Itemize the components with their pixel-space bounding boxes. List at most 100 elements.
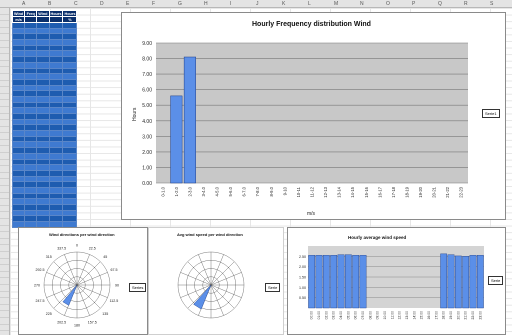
table-cell[interactable] xyxy=(11,118,26,126)
column-header-n[interactable]: N xyxy=(360,1,364,7)
table-row[interactable] xyxy=(11,164,78,171)
column-header-f[interactable]: F xyxy=(152,1,156,7)
table-row[interactable] xyxy=(11,113,78,120)
table-cell[interactable] xyxy=(36,84,50,92)
table-row[interactable] xyxy=(11,22,78,29)
row-header[interactable] xyxy=(0,325,9,332)
frequency-chart-legend[interactable]: Serie1 xyxy=(482,109,500,118)
table-cell[interactable] xyxy=(36,118,50,126)
table-cell[interactable] xyxy=(36,22,50,29)
column-header-a[interactable]: A xyxy=(22,1,26,7)
hourly-speed-chart[interactable]: Hourly average wind speed 0.50 1.00 1.50 2.… xyxy=(287,227,506,335)
row-header[interactable] xyxy=(0,265,9,272)
table-cell[interactable] xyxy=(36,61,50,69)
table-row[interactable] xyxy=(11,152,78,160)
table-cell[interactable] xyxy=(62,22,78,29)
col-subheader-blank2[interactable] xyxy=(36,16,50,23)
table-cell[interactable] xyxy=(62,67,78,75)
column-header-e[interactable]: E xyxy=(126,1,130,7)
table-row[interactable] xyxy=(11,147,78,154)
col-subheader-pct[interactable]: % xyxy=(62,16,78,23)
table-cell[interactable] xyxy=(11,22,26,29)
table-row[interactable] xyxy=(11,27,78,35)
rose1-legend[interactable]: Series xyxy=(129,283,147,292)
column-header-g[interactable]: G xyxy=(178,1,182,7)
table-row[interactable] xyxy=(11,61,78,69)
table-row[interactable] xyxy=(11,56,78,63)
table-cell[interactable] xyxy=(11,90,26,97)
row-header[interactable] xyxy=(0,54,9,61)
table-cell[interactable] xyxy=(11,78,26,86)
table-cell[interactable] xyxy=(36,95,50,103)
row-header[interactable] xyxy=(0,272,9,279)
row-header[interactable] xyxy=(0,146,9,154)
table-cell[interactable] xyxy=(36,221,50,228)
row-header[interactable] xyxy=(0,199,9,206)
table-cell[interactable] xyxy=(62,107,78,114)
row-header[interactable] xyxy=(0,8,9,15)
table-cell[interactable] xyxy=(62,95,78,103)
row-header[interactable] xyxy=(0,219,9,226)
row-header[interactable] xyxy=(0,179,9,187)
table-row[interactable] xyxy=(11,50,78,58)
row-header[interactable] xyxy=(0,186,9,193)
table-row[interactable] xyxy=(11,221,78,228)
row-header[interactable] xyxy=(0,107,9,114)
table-cell[interactable] xyxy=(11,67,26,75)
row-header[interactable] xyxy=(0,41,9,48)
column-header-h[interactable]: H xyxy=(204,1,208,7)
column-header-m[interactable]: M xyxy=(334,1,339,7)
row-header[interactable] xyxy=(0,212,9,219)
table-cell[interactable] xyxy=(62,73,78,80)
row-header[interactable] xyxy=(0,259,9,266)
table-row[interactable] xyxy=(11,78,78,86)
table-cell[interactable] xyxy=(11,73,26,80)
row-header[interactable] xyxy=(0,285,9,292)
table-row[interactable] xyxy=(11,39,78,46)
table-cell[interactable] xyxy=(11,84,26,92)
table-cell[interactable] xyxy=(11,101,26,109)
column-header-k[interactable]: K xyxy=(282,1,286,7)
column-header-q[interactable]: Q xyxy=(438,1,442,7)
row-header[interactable] xyxy=(0,160,9,167)
row-header[interactable] xyxy=(0,153,9,160)
row-header[interactable] xyxy=(0,100,9,107)
hourly-chart-legend[interactable]: Serie xyxy=(488,276,504,285)
row-header[interactable] xyxy=(0,166,9,173)
column-header-j[interactable]: J xyxy=(256,1,259,7)
table-cell[interactable] xyxy=(36,90,50,97)
table-row[interactable] xyxy=(11,84,78,92)
table-cell[interactable] xyxy=(11,61,26,69)
table-row[interactable] xyxy=(11,141,78,149)
row-header[interactable] xyxy=(0,87,9,94)
table-cell[interactable] xyxy=(36,73,50,80)
wind-speed-rose-chart[interactable]: Avg wind speed per wind direction Serie xyxy=(148,227,284,335)
table-cell[interactable] xyxy=(62,84,78,92)
table-cell[interactable] xyxy=(62,118,78,126)
row-header[interactable] xyxy=(0,114,9,121)
table-cell[interactable] xyxy=(62,113,78,120)
row-header[interactable] xyxy=(0,94,9,101)
table-cell[interactable] xyxy=(36,107,50,114)
table-cell[interactable] xyxy=(62,221,78,228)
data-table[interactable]: Wind Freq Wind Hours Hours m/s % xyxy=(11,10,78,228)
table-cell[interactable] xyxy=(62,61,78,69)
row-header[interactable] xyxy=(0,67,9,74)
table-cell[interactable] xyxy=(11,107,26,114)
table-row[interactable] xyxy=(11,124,78,132)
table-row[interactable] xyxy=(11,67,78,75)
table-row[interactable] xyxy=(11,101,78,109)
table-row[interactable] xyxy=(11,90,78,97)
table-cell[interactable] xyxy=(62,90,78,97)
col-subheader-unit[interactable]: m/s xyxy=(11,16,26,23)
row-header[interactable] xyxy=(0,81,9,88)
row-header[interactable] xyxy=(0,74,9,81)
frequency-chart[interactable]: Hourly Frequency distribution Wind 0.00 1… xyxy=(121,12,506,220)
table-cell[interactable] xyxy=(62,78,78,86)
rose2-legend[interactable]: Serie xyxy=(265,283,281,292)
row-header[interactable] xyxy=(0,239,9,246)
row-header[interactable] xyxy=(0,292,9,299)
table-row[interactable] xyxy=(11,107,78,114)
row-header[interactable] xyxy=(0,245,9,252)
column-header-s[interactable]: S xyxy=(490,1,494,7)
